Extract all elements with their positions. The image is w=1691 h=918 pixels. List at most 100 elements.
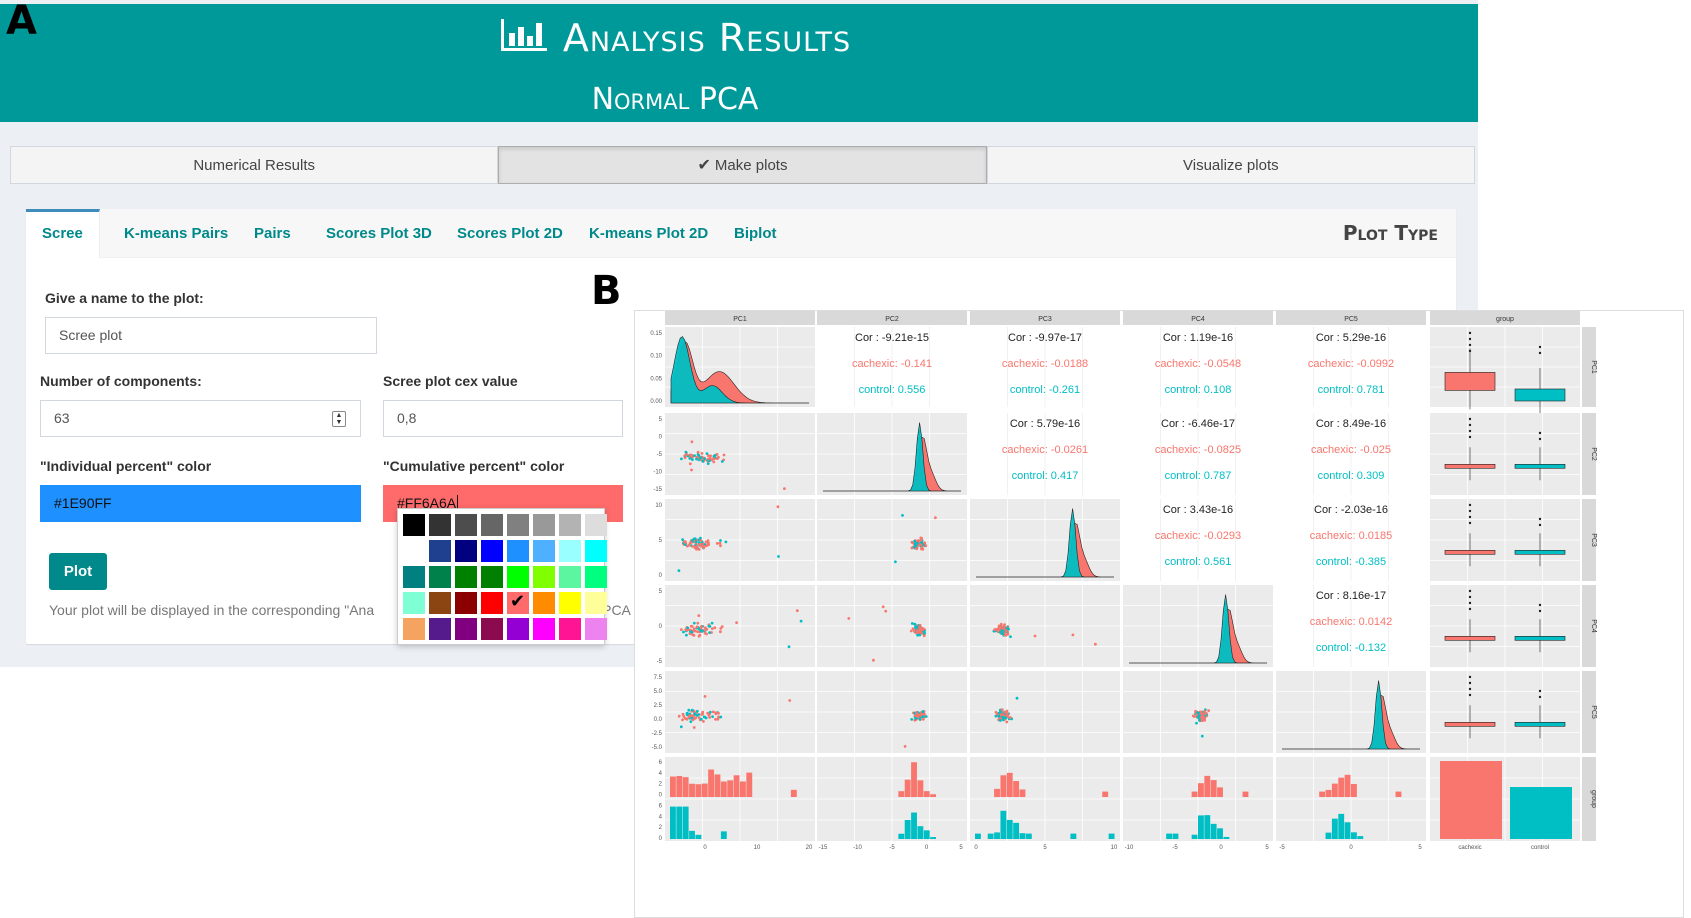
- scatter-point: [690, 630, 694, 634]
- color-swatch[interactable]: [481, 566, 503, 588]
- color-swatch[interactable]: [533, 618, 555, 640]
- scatter-point: [788, 699, 792, 702]
- individual-color-label: "Individual percent" color: [40, 458, 212, 474]
- color-swatch[interactable]: [585, 514, 607, 536]
- tab-make-plots[interactable]: ✔ Make plots: [498, 146, 987, 184]
- color-swatch[interactable]: [403, 514, 425, 536]
- components-input[interactable]: 63 ▲ ▼: [40, 400, 361, 437]
- color-swatch[interactable]: [559, 514, 581, 536]
- scatter-point: [776, 505, 780, 509]
- tab-scores-plot-3d[interactable]: Scores Plot 3D: [326, 225, 432, 242]
- color-swatch[interactable]: [533, 514, 555, 536]
- top-tab-bar: Numerical Results ✔ Make plots Visualize …: [10, 146, 1475, 184]
- scatter-point: [701, 459, 705, 463]
- density-control: [976, 508, 1114, 578]
- scatter-point: [1207, 709, 1210, 713]
- color-swatch[interactable]: [585, 592, 607, 614]
- color-swatch[interactable]: [507, 618, 529, 640]
- color-swatch[interactable]: [559, 566, 581, 588]
- scatter-point: [712, 460, 716, 464]
- individual-color-input[interactable]: #1E90FF: [40, 485, 361, 522]
- scatter-point: [1071, 633, 1075, 637]
- color-swatch[interactable]: [403, 592, 425, 614]
- boxplot-outlier: [1468, 429, 1472, 433]
- histogram-bar: [1223, 836, 1230, 839]
- color-swatch[interactable]: [455, 618, 477, 640]
- color-swatch[interactable]: ✔: [507, 591, 529, 614]
- color-swatch[interactable]: [507, 566, 529, 588]
- y-tick-label: 2: [659, 782, 663, 788]
- color-swatch[interactable]: [429, 514, 451, 536]
- color-swatch[interactable]: [455, 592, 477, 614]
- color-swatch[interactable]: [481, 592, 503, 614]
- color-swatch[interactable]: [585, 540, 607, 562]
- color-swatch[interactable]: [559, 540, 581, 562]
- x-tick-label: 10: [1111, 845, 1118, 851]
- scatter-point: [1001, 632, 1005, 636]
- scatter-point: [696, 630, 699, 634]
- scatter-point: [1015, 696, 1019, 700]
- histogram-bar: [1166, 833, 1173, 839]
- tab-numerical-results[interactable]: Numerical Results: [10, 146, 499, 184]
- color-swatch[interactable]: [585, 618, 607, 640]
- scatter-point: [916, 633, 920, 637]
- color-swatch[interactable]: [507, 514, 529, 536]
- tab-scores-plot-2d[interactable]: Scores Plot 2D: [457, 225, 563, 242]
- scatter-point: [690, 625, 694, 628]
- color-swatch[interactable]: [455, 540, 477, 562]
- histogram-bar: [689, 830, 695, 839]
- scatter-point: [1002, 627, 1006, 631]
- color-swatch[interactable]: [507, 540, 529, 562]
- scatter-point: [1005, 629, 1008, 633]
- color-swatch[interactable]: [559, 618, 581, 640]
- tab-pairs[interactable]: Pairs: [254, 225, 291, 242]
- color-swatch[interactable]: [455, 514, 477, 536]
- boxplot-box: [1444, 464, 1496, 469]
- color-swatch[interactable]: [429, 566, 451, 588]
- color-swatch[interactable]: [533, 592, 555, 614]
- color-swatch[interactable]: [403, 566, 425, 588]
- tab-biplot[interactable]: Biplot: [734, 225, 777, 242]
- plot-button[interactable]: Plot: [49, 553, 107, 590]
- histogram-bar: [1395, 791, 1402, 797]
- boxplot-outlier: [1468, 343, 1472, 347]
- boxplot-outlier: [1538, 603, 1542, 607]
- tab-kmeans-pairs[interactable]: K-means Pairs: [124, 225, 229, 242]
- scatter-point: [681, 718, 684, 722]
- color-swatch[interactable]: [403, 618, 425, 640]
- y-tick-label: 6: [659, 760, 663, 766]
- correlation-cachexic: cachexic: -0.0548: [1155, 358, 1241, 370]
- color-swatch[interactable]: [481, 514, 503, 536]
- color-swatch[interactable]: [481, 618, 503, 640]
- scatter-point: [735, 621, 738, 624]
- color-swatch[interactable]: [429, 618, 451, 640]
- tab-visualize-plots[interactable]: Visualize plots: [986, 146, 1475, 184]
- number-stepper[interactable]: ▲ ▼: [332, 411, 346, 427]
- histogram-bar: [1006, 819, 1013, 839]
- color-swatch[interactable]: [533, 540, 555, 562]
- x-tick-label: cachexic: [1458, 845, 1481, 851]
- boxplot-box: [1514, 721, 1566, 727]
- histogram-bar: [1331, 783, 1338, 797]
- scatter-point: [921, 547, 925, 551]
- color-swatch[interactable]: [481, 540, 503, 562]
- scatter-point: [700, 452, 704, 455]
- cex-input[interactable]: 0,8: [383, 400, 623, 437]
- y-tick-label: 6: [659, 803, 663, 809]
- tab-kmeans-plot-2d[interactable]: K-means Plot 2D: [589, 225, 709, 242]
- color-swatch[interactable]: [585, 566, 607, 588]
- color-swatch[interactable]: [533, 566, 555, 588]
- cumulative-color-label: "Cumulative percent" color: [383, 458, 565, 474]
- tab-scree[interactable]: Scree: [26, 209, 100, 258]
- scatter-point: [718, 541, 722, 545]
- color-swatch[interactable]: [559, 592, 581, 614]
- scatter-point: [706, 457, 710, 461]
- scatter-point: [688, 457, 692, 460]
- plot-name-input[interactable]: Scree plot: [45, 317, 377, 354]
- color-swatch[interactable]: [455, 566, 477, 588]
- color-swatch[interactable]: [403, 540, 425, 562]
- color-swatch[interactable]: [429, 540, 451, 562]
- color-swatch[interactable]: [429, 592, 451, 614]
- x-tick-label: 0: [1219, 845, 1223, 851]
- scatter-point: [707, 713, 711, 717]
